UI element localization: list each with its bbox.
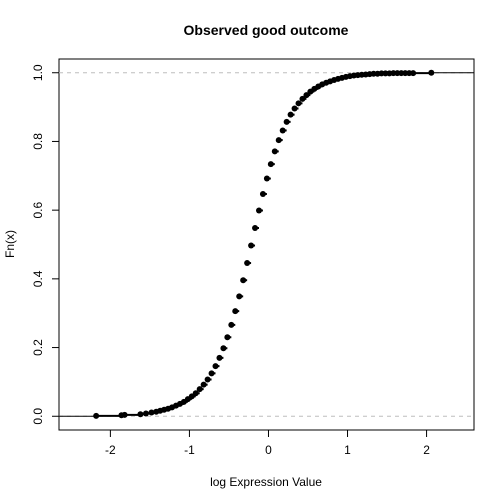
data-point xyxy=(292,105,298,111)
data-point xyxy=(205,377,211,383)
data-point xyxy=(236,293,242,299)
chart-title: Observed good outcome xyxy=(184,22,349,38)
y-tick-label-0: 0.0 xyxy=(31,408,45,425)
data-point xyxy=(252,225,258,231)
data-point xyxy=(410,70,416,76)
y-tick-label-3: 0.6 xyxy=(31,201,45,218)
plot-area xyxy=(59,59,474,430)
data-point xyxy=(248,243,254,249)
x-tick-label-3: 1 xyxy=(344,443,351,457)
data-point xyxy=(143,411,149,417)
y-tick-label-5: 1.0 xyxy=(31,64,45,81)
data-point xyxy=(201,382,207,388)
x-tick-label-2: 0 xyxy=(265,443,272,457)
y-tick-label-4: 0.8 xyxy=(31,133,45,150)
data-point xyxy=(288,112,294,118)
data-point xyxy=(276,137,282,143)
data-point xyxy=(284,119,290,125)
x-tick-label-4: 2 xyxy=(423,443,430,457)
x-tick-label-0: -2 xyxy=(105,443,116,457)
y-axis: 0.0 0.2 0.4 0.6 0.8 1.0 xyxy=(31,64,59,425)
x-axis: -2 -1 0 1 2 xyxy=(105,430,430,457)
data-point xyxy=(264,176,270,182)
data-point xyxy=(232,308,238,314)
data-point xyxy=(244,260,250,266)
data-point xyxy=(220,345,226,351)
data-point xyxy=(209,370,215,376)
data-point xyxy=(268,161,274,167)
data-point xyxy=(256,207,262,213)
x-tick-label-1: -1 xyxy=(184,443,195,457)
data-point xyxy=(137,411,143,417)
data-point xyxy=(122,412,128,418)
plot-frame xyxy=(59,59,474,430)
data-point xyxy=(280,127,286,133)
y-axis-label: Fn(x) xyxy=(3,230,17,258)
data-point xyxy=(197,386,203,392)
data-point xyxy=(224,334,230,340)
data-point xyxy=(428,70,434,76)
data-point xyxy=(213,363,219,369)
y-tick-label-2: 0.4 xyxy=(31,270,45,287)
data-point xyxy=(216,355,222,361)
data-point xyxy=(272,148,278,154)
data-point xyxy=(240,277,246,283)
data-point xyxy=(296,100,302,106)
x-axis-label: log Expression Value xyxy=(210,475,322,489)
data-points xyxy=(59,70,474,419)
y-tick-label-1: 0.2 xyxy=(31,339,45,356)
data-point xyxy=(93,413,99,419)
reference-lines xyxy=(59,73,474,417)
data-point xyxy=(228,322,234,328)
data-point xyxy=(260,191,266,197)
